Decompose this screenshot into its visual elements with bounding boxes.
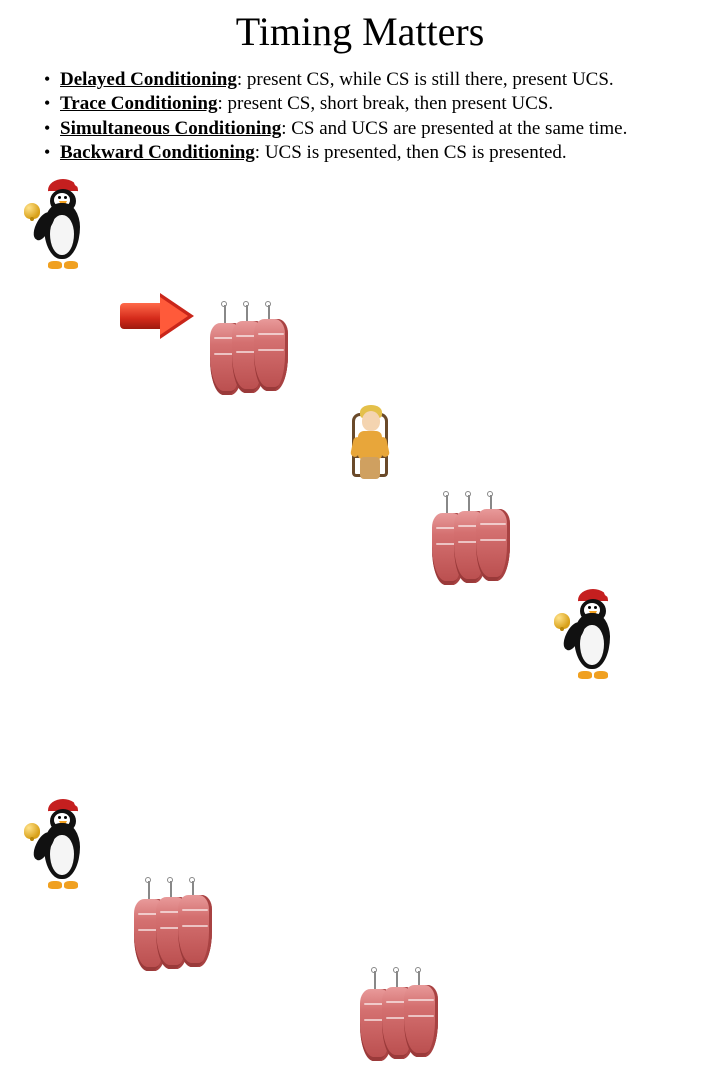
bullet-list: Delayed Conditioning: present CS, while … xyxy=(30,69,690,165)
bullet-term: Backward Conditioning xyxy=(60,142,255,163)
bullet-text: : CS and UCS are presented at the same t… xyxy=(281,118,627,139)
bell-icon xyxy=(554,613,570,629)
arrow-right-icon xyxy=(120,295,198,337)
bullet-item: Simultaneous Conditioning: CS and UCS ar… xyxy=(44,118,690,140)
penguin-icon xyxy=(560,591,622,679)
slide-title: Timing Matters xyxy=(30,8,690,55)
bullet-term: Simultaneous Conditioning xyxy=(60,118,281,139)
bullet-text: : present CS, while CS is still there, p… xyxy=(237,69,614,90)
bell-icon xyxy=(24,203,40,219)
illustration-area xyxy=(30,171,690,421)
bullet-item: Delayed Conditioning: present CS, while … xyxy=(44,69,690,91)
bullet-item: Backward Conditioning: UCS is presented,… xyxy=(44,142,690,164)
meat-icon xyxy=(210,309,300,399)
bullet-term: Trace Conditioning xyxy=(60,93,217,114)
penguin-icon xyxy=(30,801,92,889)
penguin-icon xyxy=(30,181,92,269)
bell-icon xyxy=(24,823,40,839)
meat-icon xyxy=(360,975,450,1065)
bullet-term: Delayed Conditioning xyxy=(60,69,237,90)
meat-icon xyxy=(134,885,224,975)
person-seated-icon xyxy=(330,391,410,491)
bullet-text: : present CS, short break, then present … xyxy=(217,93,553,114)
bullet-item: Trace Conditioning: present CS, short br… xyxy=(44,93,690,115)
bullet-text: : UCS is presented, then CS is presented… xyxy=(255,142,567,163)
meat-icon xyxy=(432,499,522,589)
